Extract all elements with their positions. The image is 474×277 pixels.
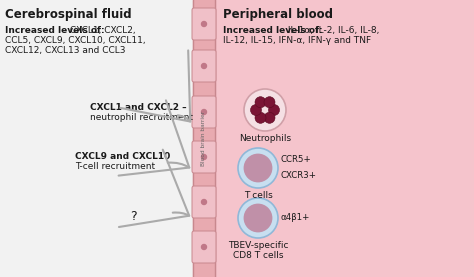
Text: CXCL9 and CXCL10: CXCL9 and CXCL10 [75, 152, 170, 161]
Circle shape [201, 245, 207, 250]
Text: Increased levels of:: Increased levels of: [5, 26, 105, 35]
Text: Blood brain barrier: Blood brain barrier [201, 111, 207, 166]
FancyArrowPatch shape [119, 150, 189, 227]
FancyBboxPatch shape [192, 8, 216, 40]
Circle shape [201, 109, 207, 114]
Text: α4β1+: α4β1+ [281, 214, 310, 222]
Circle shape [255, 112, 266, 123]
Circle shape [255, 97, 266, 108]
Circle shape [264, 112, 275, 123]
Text: T-cell recruitment: T-cell recruitment [75, 162, 155, 171]
Circle shape [268, 104, 280, 116]
Text: TBEV-specific
CD8 T cells: TBEV-specific CD8 T cells [228, 241, 288, 260]
Text: Neutrophils: Neutrophils [239, 134, 291, 143]
Text: Increased levels of:: Increased levels of: [223, 26, 323, 35]
Text: Peripheral blood: Peripheral blood [223, 8, 333, 21]
Circle shape [201, 22, 207, 27]
Bar [215, 0, 474, 277]
Circle shape [244, 154, 273, 182]
Circle shape [244, 89, 286, 131]
Circle shape [201, 63, 207, 68]
Circle shape [264, 97, 275, 108]
Text: CCL5, CXCL9, CXCL10, CXCL11,: CCL5, CXCL9, CXCL10, CXCL11, [5, 36, 146, 45]
FancyArrowPatch shape [118, 100, 189, 176]
Circle shape [250, 104, 262, 116]
Text: CCR5+: CCR5+ [281, 155, 312, 165]
Ellipse shape [245, 158, 267, 176]
FancyBboxPatch shape [192, 50, 216, 82]
Circle shape [238, 198, 278, 238]
FancyBboxPatch shape [192, 96, 216, 128]
Text: T cells: T cells [244, 191, 273, 200]
Ellipse shape [245, 209, 267, 225]
Text: CXCL1, CXCL2,: CXCL1, CXCL2, [67, 26, 136, 35]
FancyArrowPatch shape [120, 50, 190, 122]
Circle shape [244, 204, 273, 232]
Text: Cerebrospinal fluid: Cerebrospinal fluid [5, 8, 132, 21]
Circle shape [201, 155, 207, 160]
Text: CXCL1 and CXCL2 –: CXCL1 and CXCL2 – [90, 103, 187, 112]
Text: IL-1α, IL-2, IL-6, IL-8,: IL-1α, IL-2, IL-6, IL-8, [285, 26, 379, 35]
Text: IL-12, IL-15, IFN-α, IFN-γ and TNF: IL-12, IL-15, IFN-α, IFN-γ and TNF [223, 36, 371, 45]
FancyBboxPatch shape [192, 186, 216, 218]
FancyBboxPatch shape [192, 231, 216, 263]
Bar [0, 0, 193, 277]
Text: CXCR3+: CXCR3+ [281, 171, 317, 179]
Text: CXCL12, CXCL13 and CCL3: CXCL12, CXCL13 and CCL3 [5, 46, 126, 55]
Text: neutrophil recruitment: neutrophil recruitment [90, 113, 193, 122]
FancyBboxPatch shape [192, 141, 216, 173]
Circle shape [201, 199, 207, 204]
Text: ?: ? [130, 210, 137, 223]
Bar [193, 0, 215, 277]
Circle shape [238, 148, 278, 188]
